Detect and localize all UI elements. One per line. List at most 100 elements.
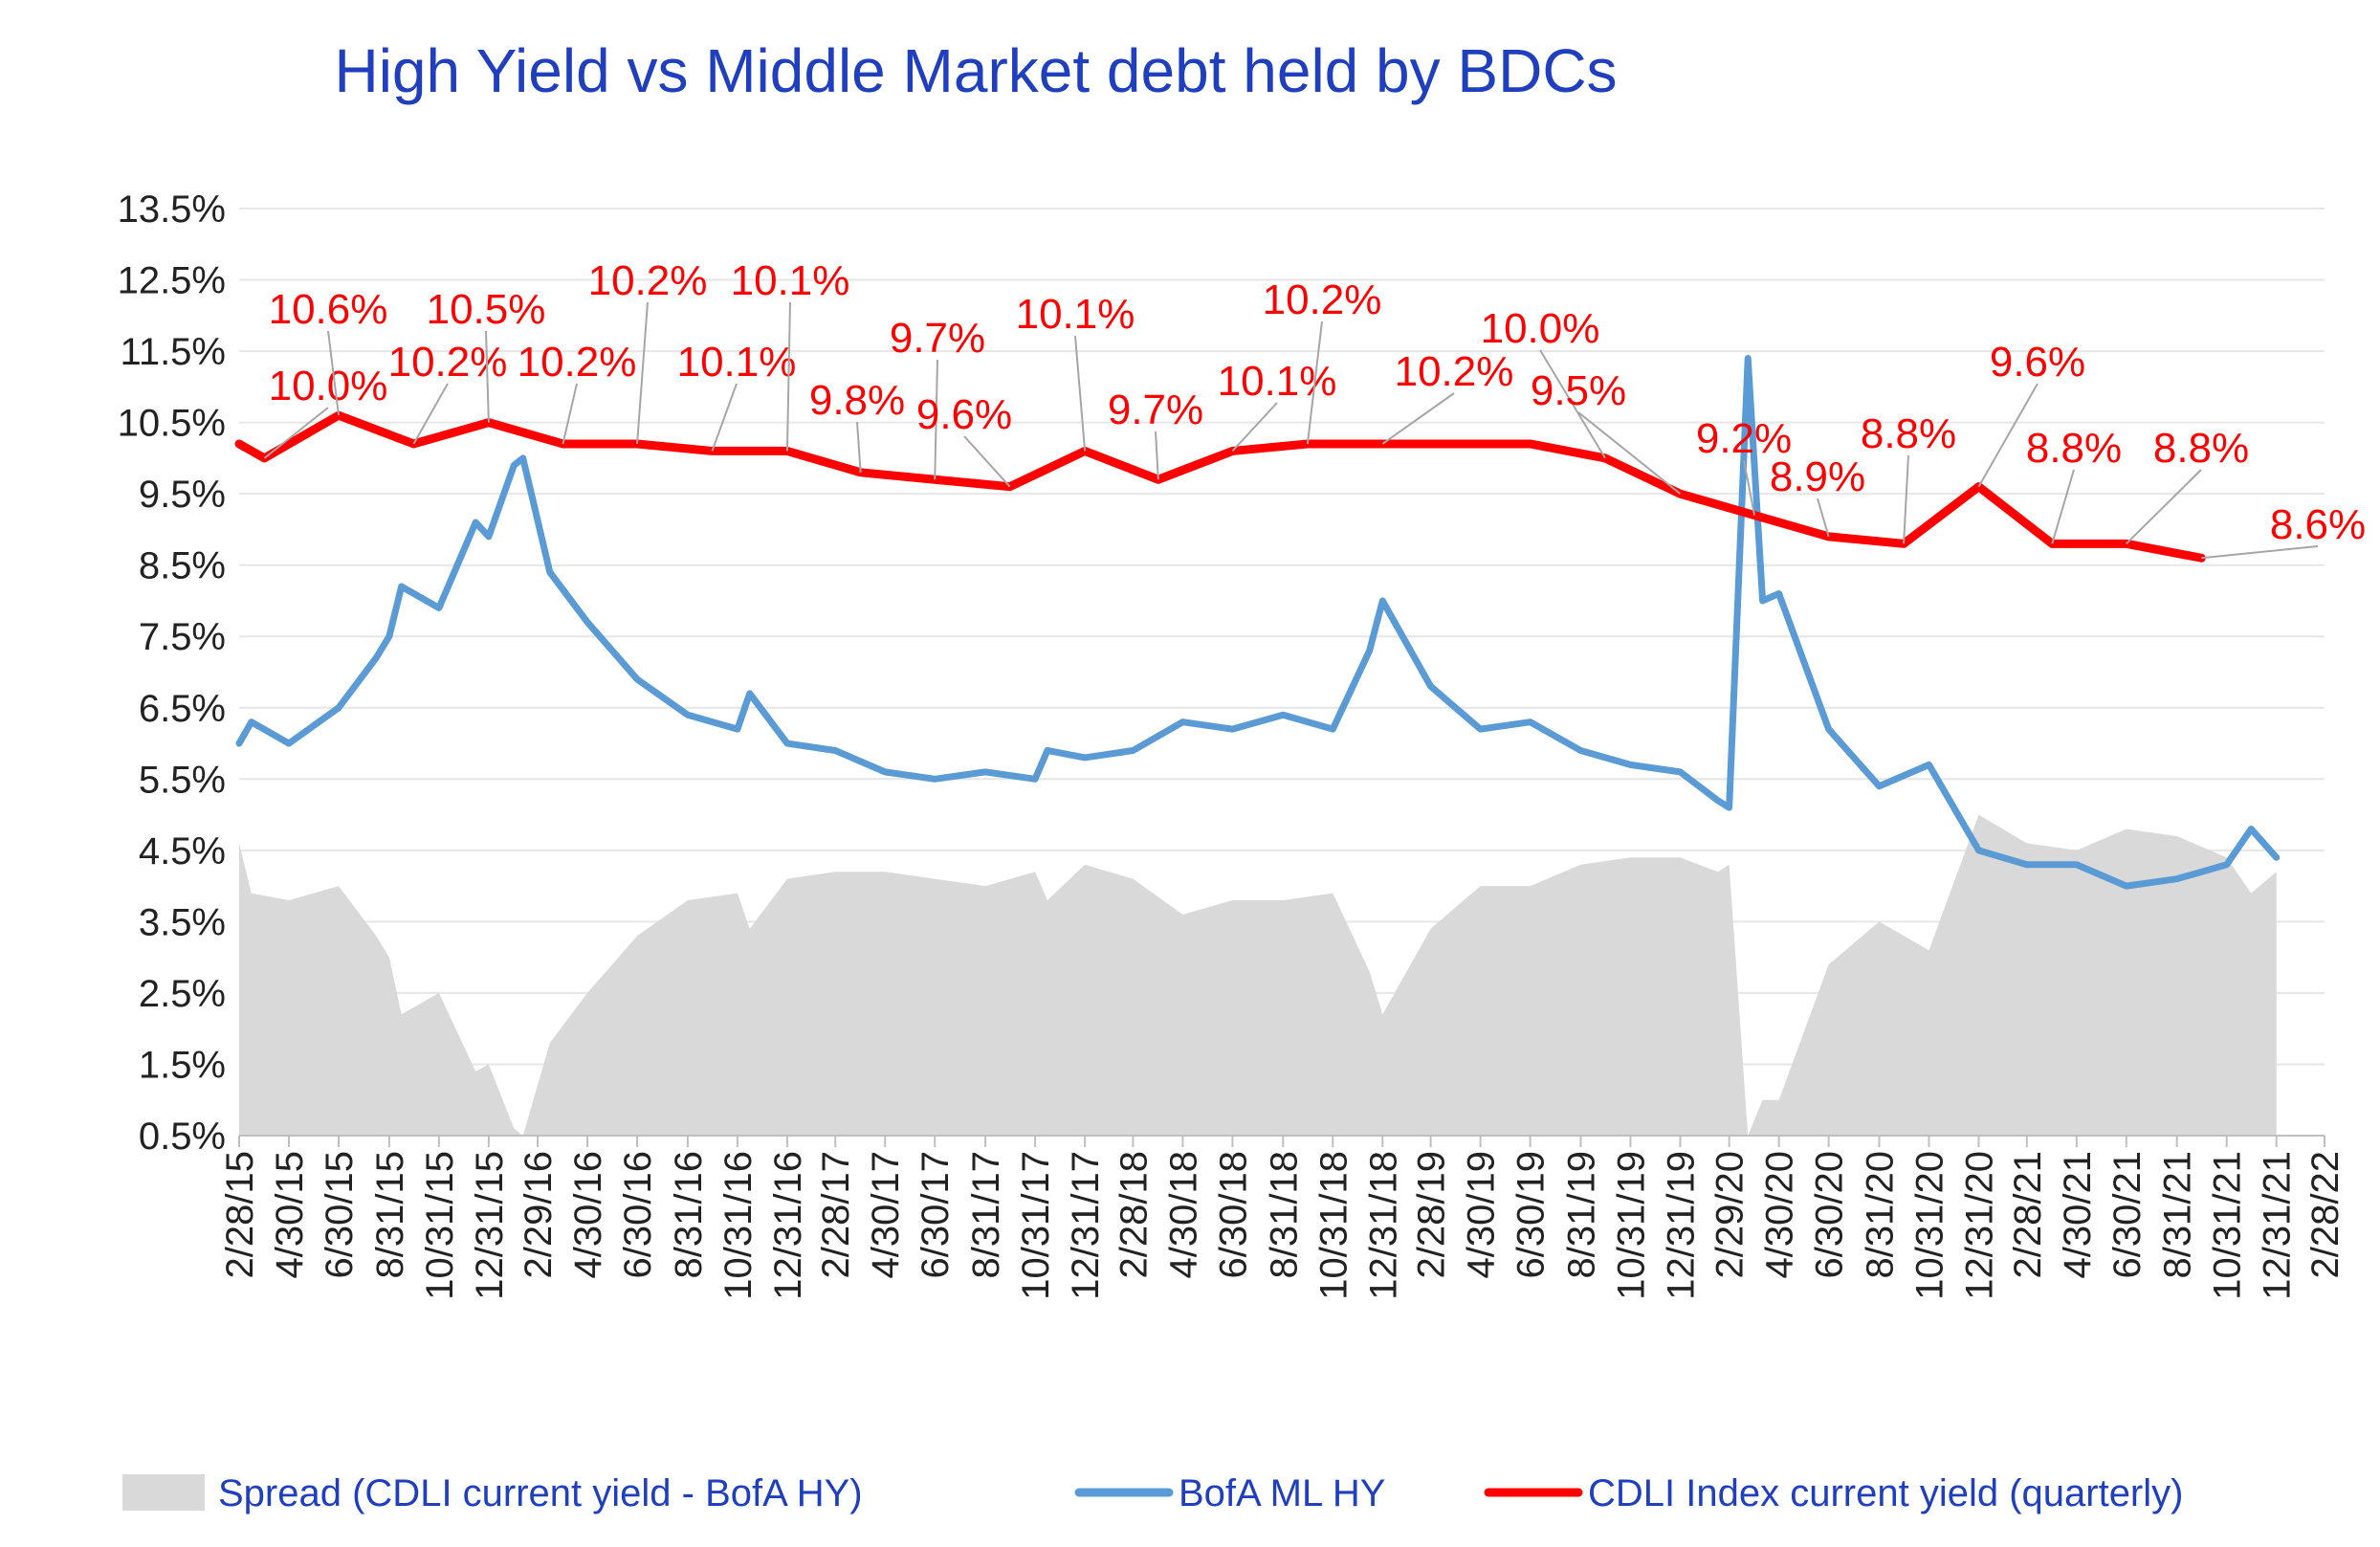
cdli-point-label: 10.1%	[1016, 291, 1135, 338]
x-tick-label: 10/31/18	[1312, 1151, 1355, 1300]
cdli-point-label: 10.1%	[731, 257, 850, 304]
y-tick-label: 5.5%	[139, 759, 226, 801]
x-tick-label: 8/31/21	[2157, 1151, 2199, 1278]
x-tick-label: 8/31/17	[965, 1151, 1007, 1278]
label-leader-line	[1817, 497, 1830, 538]
legend-label-cdli: CDLI Index current yield (quarterly)	[1588, 1472, 2183, 1514]
label-leader-line	[2201, 545, 2319, 560]
cdli-point-label: 10.2%	[1395, 348, 1514, 395]
x-tick-label: 12/31/19	[1660, 1151, 1702, 1300]
y-tick-label: 1.5%	[139, 1044, 226, 1086]
x-tick-label: 12/31/15	[469, 1151, 511, 1300]
label-leader-line	[562, 383, 578, 445]
y-tick-label: 0.5%	[139, 1116, 226, 1158]
y-tick-label: 8.5%	[139, 545, 226, 587]
label-leader-line	[1231, 402, 1278, 453]
cdli-point-label: 10.0%	[269, 363, 388, 409]
cdli-point-label: 8.8%	[1861, 410, 1956, 457]
label-leader-line	[1539, 349, 1606, 459]
x-tick-label: 4/30/16	[567, 1151, 609, 1278]
cdli-point-label: 10.1%	[1218, 358, 1337, 405]
cdli-point-label: 9.7%	[1108, 387, 1203, 433]
legend-swatch-spread	[122, 1474, 205, 1511]
cdli-point-label: 8.8%	[2026, 425, 2122, 472]
label-leader-line	[636, 301, 649, 445]
label-leader-line	[1381, 392, 1455, 445]
x-tick-label: 2/28/21	[2007, 1151, 2049, 1278]
hy-line	[235, 355, 2281, 890]
label-leader-line	[785, 301, 791, 452]
x-tick-label: 8/31/15	[369, 1151, 411, 1278]
y-tick-label: 13.5%	[118, 188, 226, 231]
cdli-point-label: 8.6%	[2270, 501, 2366, 548]
x-tick-label: 8/31/18	[1263, 1151, 1305, 1278]
label-leader-line	[856, 421, 862, 473]
y-tick-label: 6.5%	[139, 688, 226, 730]
x-tick-label: 8/31/20	[1860, 1151, 1902, 1278]
label-leader-line	[711, 383, 738, 452]
x-tick-label: 8/31/19	[1560, 1151, 1602, 1278]
cdli-point-label: 10.2%	[388, 339, 508, 386]
x-axis: 2/28/15 4/30/15 6/30/15 8/31/15 10/31/15 12/3…	[219, 1135, 2347, 1300]
x-tick-label: 12/31/20	[1959, 1151, 2001, 1300]
x-tick-label: 4/30/17	[865, 1151, 907, 1278]
x-tick-label: 12/31/18	[1362, 1151, 1404, 1300]
cdli-point-label: 10.1%	[677, 339, 797, 386]
chart-title: High Yield vs Middle Market debt held by…	[334, 36, 1617, 105]
cdli-point-label: 9.7%	[890, 315, 985, 362]
x-tick-label: 10/31/17	[1015, 1151, 1057, 1300]
x-tick-label: 6/30/16	[617, 1151, 659, 1278]
cdli-line-layer	[234, 410, 2206, 563]
cdli-point-label: 9.2%	[1696, 415, 1792, 462]
x-tick-label: 12/31/16	[767, 1151, 809, 1300]
x-tick-label: 4/30/19	[1461, 1151, 1503, 1278]
cdli-point-label: 10.2%	[588, 257, 708, 304]
hy-line-layer	[235, 355, 2281, 890]
label-leader-line	[485, 330, 490, 423]
cdli-point-label: 9.6%	[1990, 339, 2085, 386]
x-tick-label: 12/31/21	[2257, 1151, 2299, 1300]
x-tick-label: 2/28/17	[815, 1151, 857, 1278]
x-tick-label: 2/29/20	[1709, 1151, 1752, 1278]
label-leader-line	[1977, 383, 2038, 488]
x-tick-label: 4/30/18	[1162, 1151, 1204, 1278]
y-tick-label: 4.5%	[139, 830, 226, 873]
spread-area-layer	[239, 814, 2277, 1136]
label-leader-line	[412, 383, 449, 445]
y-tick-label: 7.5%	[139, 616, 226, 658]
label-leader-line	[1743, 459, 1756, 516]
x-tick-label: 2/28/18	[1113, 1151, 1155, 1278]
y-tick-label: 11.5%	[121, 331, 226, 373]
cdli-point-label: 9.8%	[809, 377, 905, 424]
x-tick-label: 2/28/22	[2304, 1151, 2347, 1278]
label-leader-line	[1903, 454, 1909, 544]
x-tick-label: 10/31/15	[419, 1151, 461, 1300]
label-leader-line	[327, 330, 341, 416]
x-tick-label: 10/31/20	[1909, 1151, 1951, 1300]
cdli-point-label: 10.6%	[269, 286, 388, 333]
x-tick-label: 6/30/20	[1809, 1151, 1851, 1278]
label-leader-line	[1306, 320, 1323, 445]
legend-label-hy: BofA ML HY	[1179, 1472, 1385, 1514]
label-leader-line	[263, 407, 329, 459]
cdli-point-label: 10.5%	[427, 286, 546, 333]
spread-area	[239, 814, 2277, 1136]
label-leader-line	[963, 435, 1011, 488]
y-tick-label: 9.5%	[139, 474, 226, 516]
cdli-point-label: 9.6%	[916, 391, 1012, 438]
x-tick-label: 2/28/19	[1411, 1151, 1453, 1278]
label-leader-line	[2051, 469, 2075, 544]
y-tick-label: 10.5%	[118, 403, 226, 445]
x-tick-label: 10/31/16	[717, 1151, 760, 1300]
label-leader-line	[1155, 431, 1159, 480]
cdli-line	[234, 410, 2206, 563]
cdli-point-label: 10.2%	[518, 339, 637, 386]
cdli-point-label: 8.9%	[1770, 453, 1865, 500]
x-tick-label: 12/31/17	[1065, 1151, 1107, 1300]
x-tick-label: 10/31/19	[1610, 1151, 1652, 1300]
label-leader-line	[1074, 335, 1087, 452]
y-tick-label: 3.5%	[139, 901, 226, 943]
x-tick-label: 6/30/18	[1212, 1151, 1254, 1278]
x-tick-label: 6/30/15	[319, 1151, 361, 1278]
